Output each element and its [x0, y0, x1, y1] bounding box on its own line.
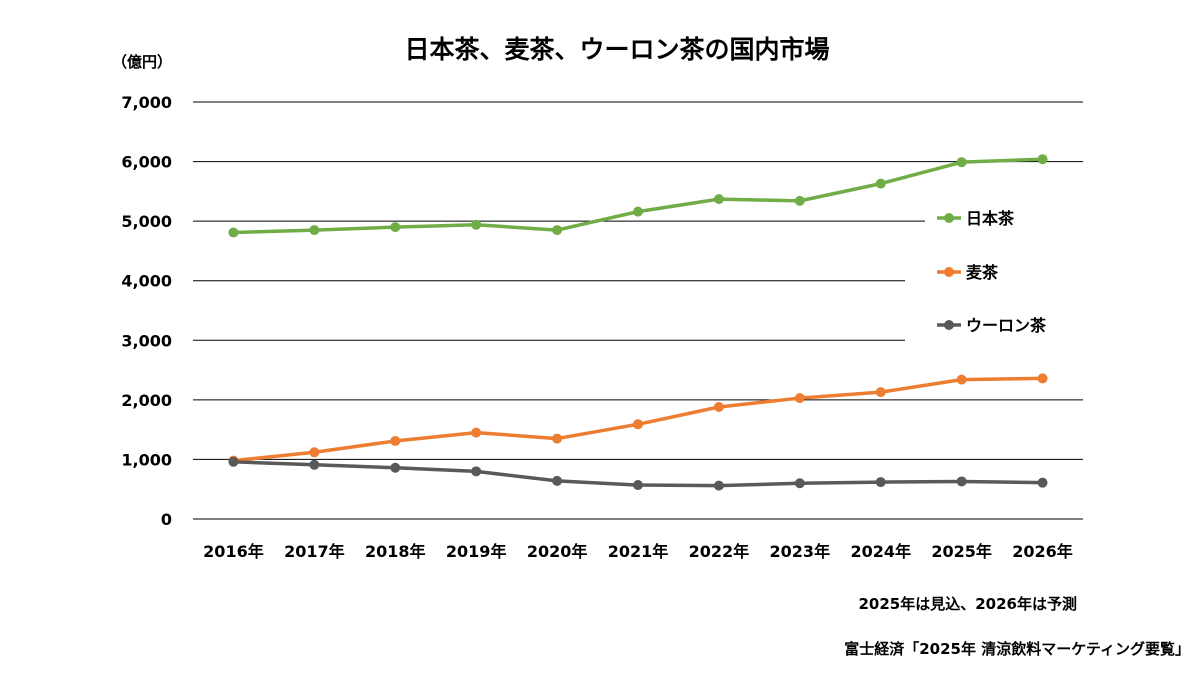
y-axis-unit-label: （億円） — [112, 53, 172, 71]
data-point — [956, 476, 967, 487]
legend-label: 麦茶 — [966, 263, 999, 282]
legend-item: 麦茶 — [937, 263, 999, 282]
data-point — [471, 219, 482, 230]
data-point — [552, 433, 563, 444]
data-point — [1037, 373, 1048, 384]
y-axis-ticks: 0 1,000 2,000 3,000 4,000 5,000 6,000 7,000 — [121, 93, 172, 529]
data-point — [875, 477, 886, 488]
y-tick-label: 2,000 — [121, 391, 172, 410]
gridlines — [193, 101, 1083, 520]
y-tick-label: 1,000 — [121, 450, 172, 469]
forecast-note: 2025年は見込、2026年は予測 — [859, 595, 1078, 613]
x-tick-label: 2025年 — [931, 542, 992, 561]
y-tick-label: 5,000 — [121, 212, 172, 231]
data-point — [875, 178, 886, 189]
data-point — [1037, 154, 1048, 165]
data-point — [713, 480, 724, 491]
y-tick-label: 3,000 — [121, 331, 172, 350]
data-point — [713, 194, 724, 205]
data-point — [794, 478, 805, 489]
x-tick-label: 2024年 — [850, 542, 911, 561]
y-tick-label: 6,000 — [121, 153, 172, 172]
x-tick-label: 2016年 — [203, 542, 264, 561]
data-point — [794, 393, 805, 404]
data-point — [471, 466, 482, 477]
data-point — [956, 157, 967, 168]
x-tick-label: 2017年 — [284, 542, 345, 561]
legend-item: ウーロン茶 — [937, 316, 1047, 335]
data-point — [228, 227, 239, 238]
x-tick-label: 2022年 — [689, 542, 750, 561]
data-point — [390, 462, 401, 473]
data-point — [309, 459, 320, 470]
data-point — [633, 206, 643, 217]
data-point — [633, 419, 643, 430]
series-0 — [228, 154, 1048, 238]
data-point — [309, 225, 320, 236]
y-tick-label: 0 — [161, 510, 172, 529]
legend-label: 日本茶 — [966, 209, 1015, 228]
data-point — [875, 387, 886, 398]
x-tick-label: 2020年 — [527, 542, 588, 561]
legend-label: ウーロン茶 — [966, 316, 1047, 335]
data-point — [1037, 477, 1048, 488]
y-tick-label: 4,000 — [121, 272, 172, 291]
data-point — [633, 480, 643, 491]
data-point — [794, 195, 805, 206]
series-2 — [228, 456, 1048, 491]
legend-marker — [944, 267, 954, 277]
legend-marker — [944, 320, 954, 330]
source-note: 富士経済「2025年 清涼飲料マーケティング要覧」 — [844, 640, 1190, 658]
y-tick-label: 7,000 — [121, 93, 172, 112]
data-point — [552, 225, 563, 236]
x-tick-label: 2023年 — [770, 542, 831, 561]
data-point — [390, 222, 401, 233]
data-point — [713, 402, 724, 413]
x-axis-ticks: 2016年 2017年 2018年 2019年 2020年 2021年 2022年 2023年… — [203, 542, 1073, 561]
series-group — [228, 154, 1048, 491]
x-tick-label: 2026年 — [1012, 542, 1073, 561]
legend-item: 日本茶 — [937, 209, 1015, 228]
series-1 — [228, 373, 1048, 466]
data-point — [309, 447, 320, 458]
data-point — [552, 475, 563, 486]
x-tick-label: 2018年 — [365, 542, 426, 561]
data-point — [390, 435, 401, 446]
data-point — [228, 456, 239, 467]
data-point — [471, 427, 482, 438]
x-tick-label: 2021年 — [608, 542, 669, 561]
legend-marker — [944, 213, 954, 223]
x-tick-label: 2019年 — [446, 542, 507, 561]
data-point — [956, 374, 967, 385]
chart-title: 日本茶、麦茶、ウーロン茶の国内市場 — [404, 35, 829, 64]
